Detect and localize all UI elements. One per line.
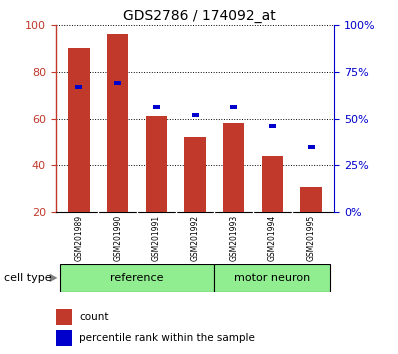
Bar	[230, 105, 237, 109]
Text: GSM201990: GSM201990	[113, 215, 122, 261]
Bar	[153, 105, 160, 109]
Text: GSM201992: GSM201992	[191, 215, 199, 261]
Bar	[269, 124, 276, 128]
Bar	[223, 123, 244, 212]
Bar	[107, 34, 128, 212]
Text: reference: reference	[110, 273, 164, 283]
Text: GDS2786 / 174092_at: GDS2786 / 174092_at	[123, 9, 275, 23]
Bar	[191, 113, 199, 117]
Text: count: count	[79, 312, 109, 322]
Bar	[56, 330, 72, 346]
Bar	[300, 187, 322, 212]
Bar	[308, 145, 314, 149]
Bar	[60, 264, 215, 292]
Text: GSM201995: GSM201995	[306, 215, 316, 261]
Text: GSM201994: GSM201994	[268, 215, 277, 261]
Text: GSM201993: GSM201993	[229, 215, 238, 261]
Bar	[262, 156, 283, 212]
Bar	[184, 137, 206, 212]
Text: percentile rank within the sample: percentile rank within the sample	[79, 333, 255, 343]
Bar	[56, 309, 72, 325]
Text: motor neuron: motor neuron	[234, 273, 310, 283]
Text: GSM201989: GSM201989	[74, 215, 84, 261]
Bar	[215, 264, 330, 292]
Bar	[76, 85, 82, 89]
Bar	[146, 116, 167, 212]
Bar	[114, 81, 121, 85]
Bar	[68, 48, 90, 212]
Text: GSM201991: GSM201991	[152, 215, 161, 261]
Polygon shape	[50, 274, 57, 282]
Text: cell type: cell type	[4, 273, 52, 283]
